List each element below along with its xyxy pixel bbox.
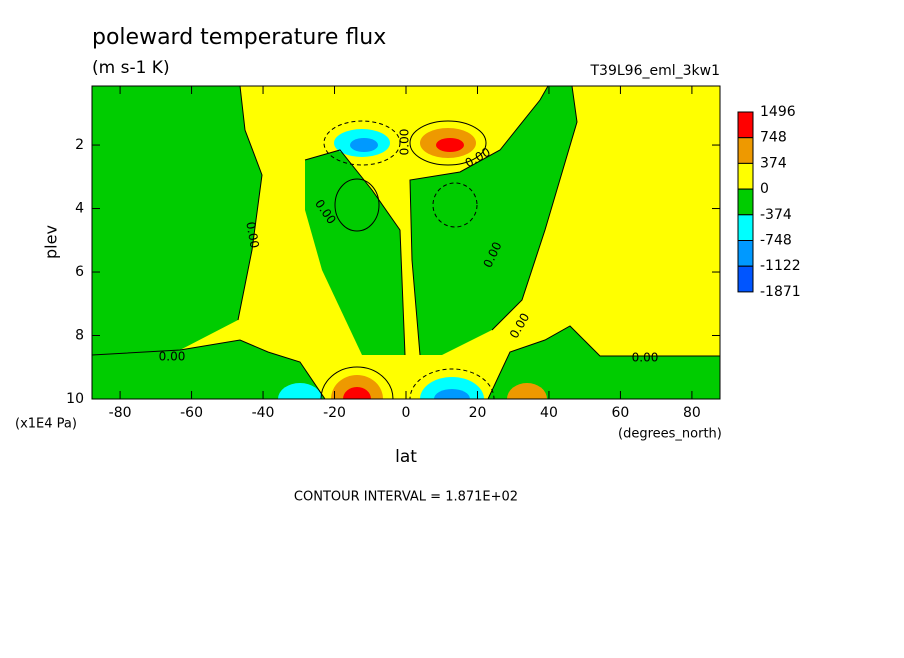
region [278, 383, 322, 399]
chart-title: poleward temperature flux [92, 25, 386, 50]
colorbar-label: 1496 [760, 104, 796, 120]
colorbar-box [737, 214, 754, 242]
x-tick-label: -60 [180, 405, 203, 421]
chart-subtitle: (m s-1 K) [92, 58, 170, 78]
region [420, 377, 484, 399]
x-tick-label: -40 [252, 405, 275, 421]
x-tick-label: -80 [109, 405, 132, 421]
x-tick-label: 20 [469, 405, 487, 421]
y-axis-label: plev [42, 225, 61, 259]
contour-label: 0.00 [632, 351, 659, 365]
contour-label: 0.00 [159, 350, 186, 364]
y-tick-label: 2 [75, 137, 84, 153]
region [488, 326, 720, 399]
x-units: (degrees_north) [618, 427, 722, 442]
y-tick-label: 10 [66, 391, 84, 407]
colorbar-label: -1871 [760, 284, 801, 300]
x-tick-label: 40 [540, 405, 558, 421]
colorbar-label: 0 [760, 181, 769, 197]
region [507, 383, 547, 399]
x-tick-label: 60 [612, 405, 630, 421]
field [92, 86, 720, 399]
y-tick-label: 4 [75, 201, 84, 217]
colorbar-box [737, 162, 754, 190]
region [305, 150, 405, 355]
colorbar-label: -1122 [760, 258, 801, 274]
region [343, 387, 371, 399]
x-axis-label: lat [395, 447, 417, 467]
colorbar-label: -374 [760, 207, 792, 223]
colorbar-box [737, 265, 754, 293]
colorbar-label: 374 [760, 155, 787, 171]
y-units: (x1E4 Pa) [15, 417, 77, 432]
region [436, 138, 464, 152]
region [350, 138, 378, 152]
contour-label: 0.00 [398, 129, 412, 156]
colorbar-box [737, 240, 754, 267]
x-tick-label: 80 [683, 405, 701, 421]
footnote: CONTOUR INTERVAL = 1.871E+02 [294, 490, 518, 505]
y-tick-label: 8 [75, 328, 84, 344]
region [92, 86, 262, 355]
region [410, 86, 577, 355]
colorbar-box [737, 137, 754, 164]
colorbar-label: 748 [760, 130, 787, 146]
region [300, 86, 520, 100]
colorbar-box [737, 111, 754, 139]
y-tick-label: 6 [75, 264, 84, 280]
x-tick-label: 0 [402, 405, 411, 421]
colorbar-box [737, 188, 754, 216]
x-tick-label: -20 [323, 405, 346, 421]
contour-label: 0.00 [243, 221, 261, 250]
dataset-label: T39L96_eml_3kw1 [590, 63, 721, 79]
contour-lines [92, 86, 720, 399]
region [92, 340, 325, 399]
region [434, 389, 470, 399]
colorbar-label: -748 [760, 233, 792, 249]
